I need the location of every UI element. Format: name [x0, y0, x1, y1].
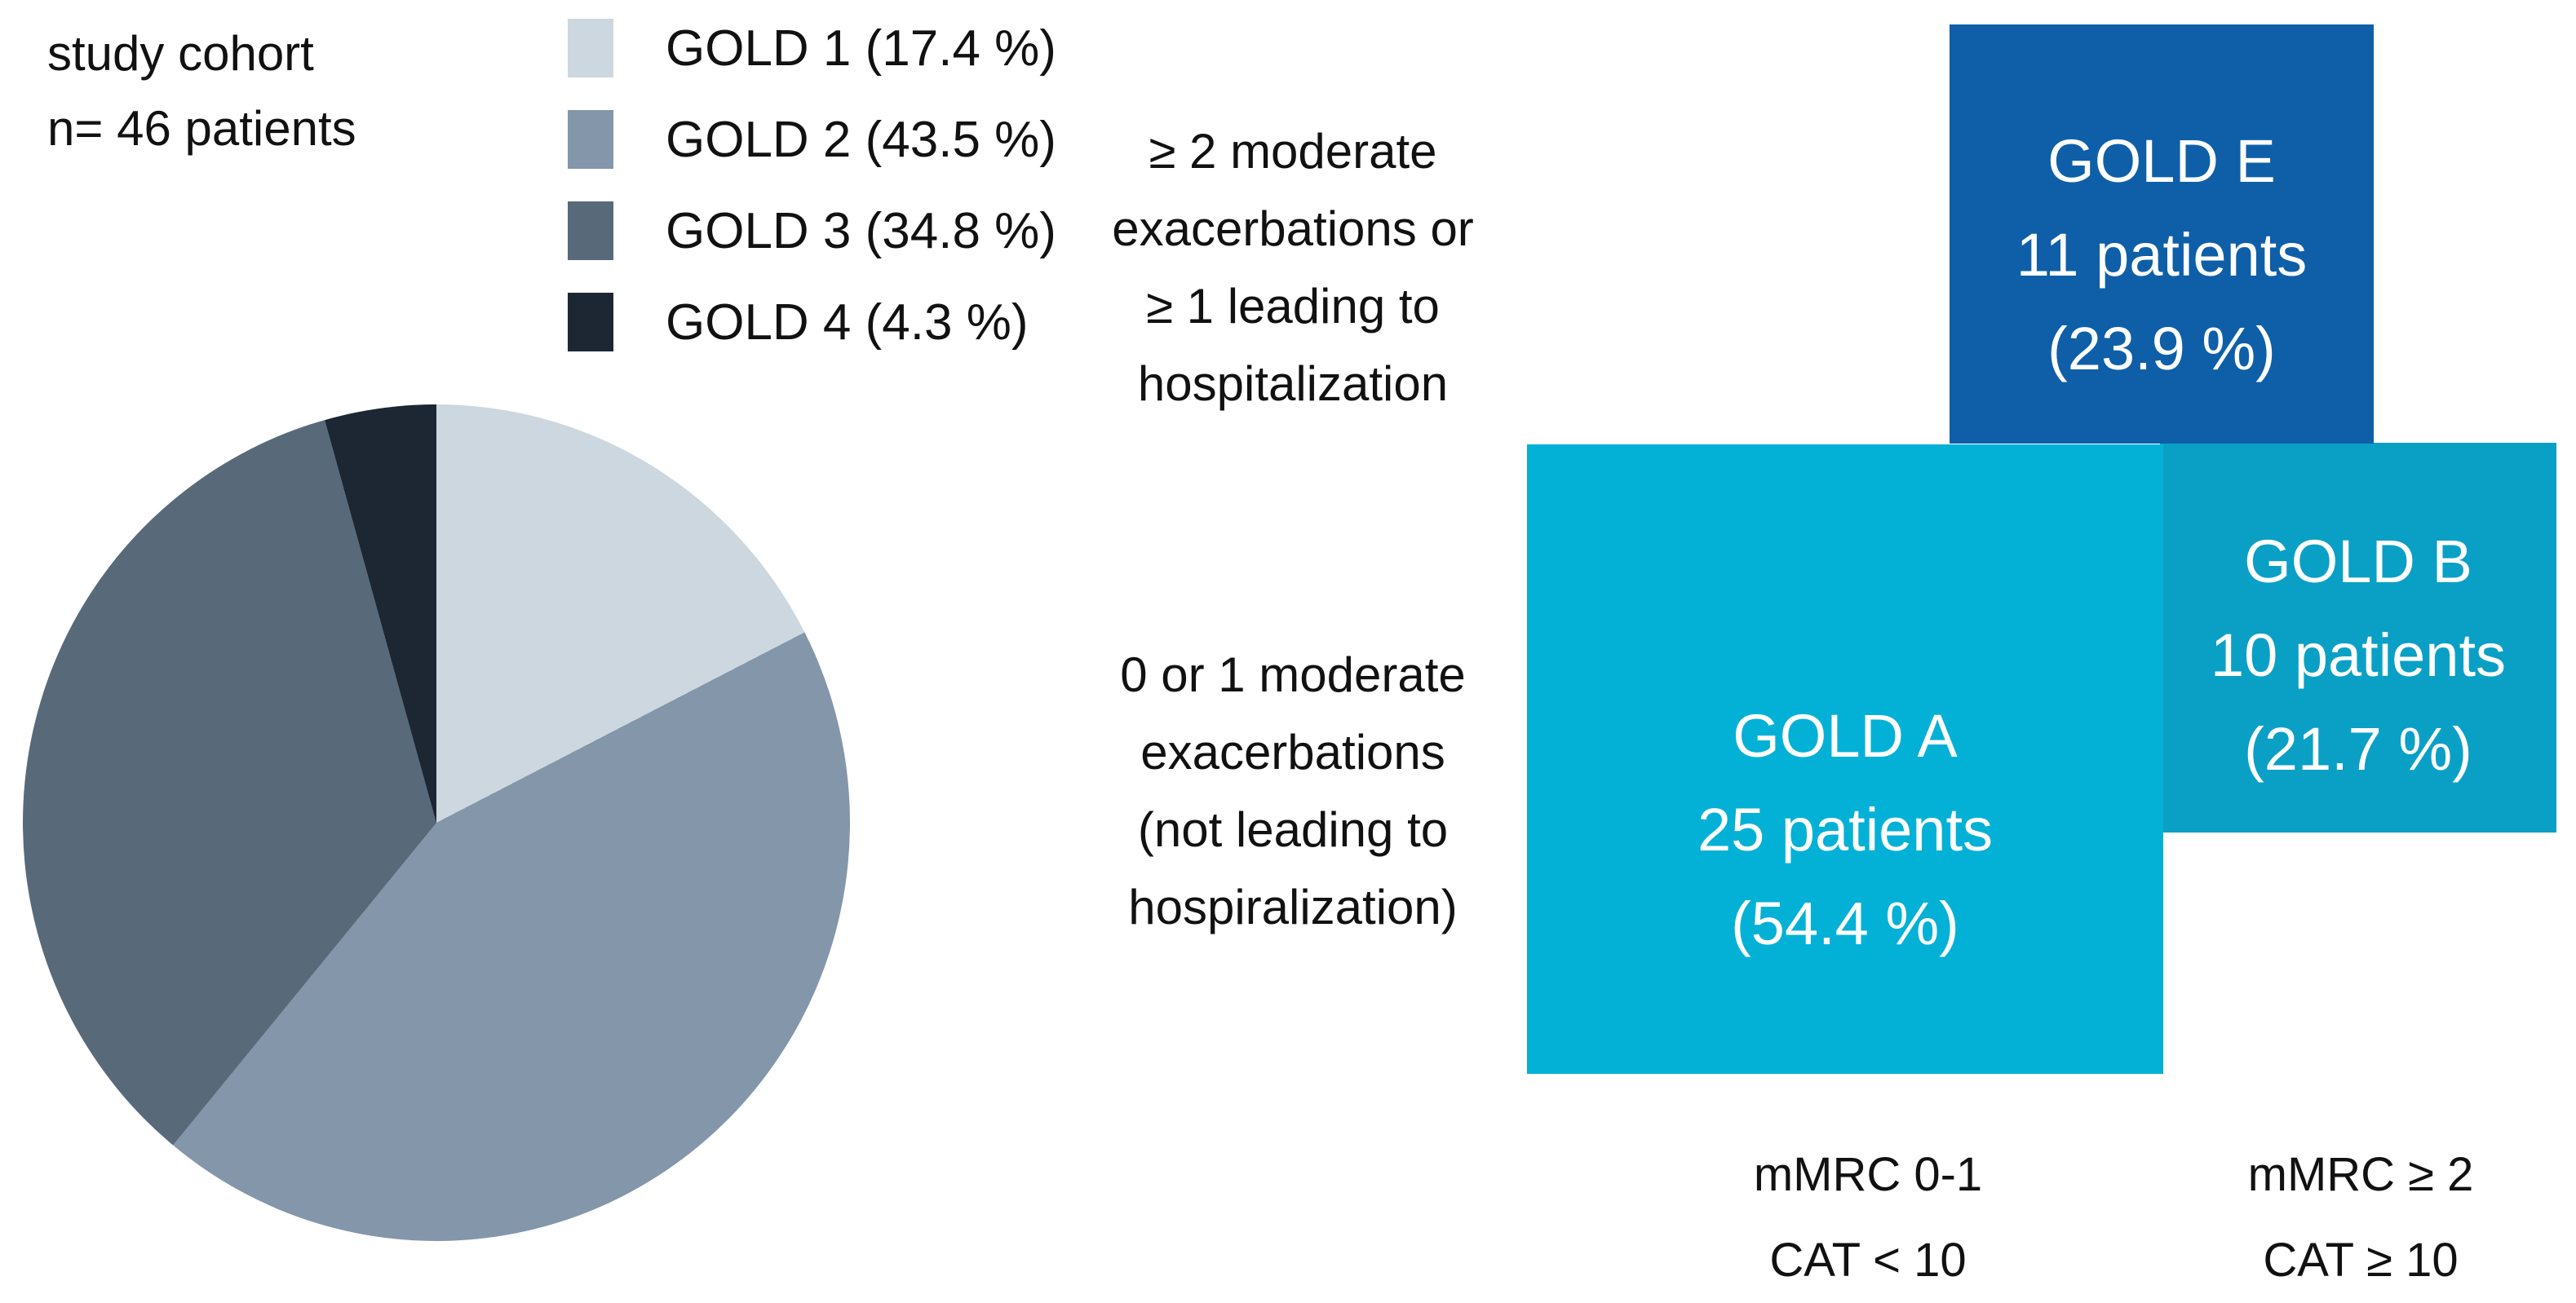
gold-stage-pie-chart	[23, 404, 850, 1241]
exacerbation-high-line2: exacerbations or	[1112, 201, 1474, 256]
gold-b-patients: 10 patients	[2210, 621, 2507, 689]
symptom-label-high: mMRC ≥ 2 CAT ≥ 10	[2189, 1132, 2532, 1303]
legend-item-gold1: GOLD 1 (17.4 %)	[568, 18, 1056, 78]
legend-label-gold1: GOLD 1 (17.4 %)	[666, 20, 1056, 77]
gold4-swatch-icon	[568, 293, 613, 351]
gold-e-name: GOLD E	[2047, 127, 2276, 195]
legend-item-gold3: GOLD 3 (34.8 %)	[568, 201, 1056, 261]
gold1-swatch-icon	[568, 19, 613, 77]
gold-a-percent: (54.4 %)	[1731, 890, 1959, 957]
exacerbation-high-line1: ≥ 2 moderate	[1149, 124, 1437, 179]
legend-label-gold4: GOLD 4 (4.3 %)	[666, 294, 1029, 351]
symptom-label-low: mMRC 0-1 CAT < 10	[1697, 1132, 2039, 1303]
pie-legend: GOLD 1 (17.4 %) GOLD 2 (43.5 %) GOLD 3 (…	[568, 18, 1056, 352]
study-cohort-caption: study cohort n= 46 patients	[47, 16, 356, 166]
gold-e-box: GOLD E 11 patients (23.9 %)	[1950, 24, 2374, 444]
legend-label-gold3: GOLD 3 (34.8 %)	[666, 202, 1056, 259]
symptom-high-line2: CAT ≥ 10	[2263, 1234, 2459, 1287]
exacerbation-low-annotation: 0 or 1 moderate exacerbations (not leadi…	[1077, 636, 1509, 946]
gold-a-patients: 25 patients	[1697, 796, 1994, 864]
gold-a-box: GOLD A 25 patients (54.4 %)	[1527, 444, 2163, 1074]
symptom-low-line1: mMRC 0-1	[1753, 1148, 1983, 1201]
exacerbation-high-annotation: ≥ 2 moderate exacerbations or ≥ 1 leadin…	[1085, 113, 1501, 422]
gold-a-name: GOLD A	[1733, 702, 1958, 770]
legend-label-gold2: GOLD 2 (43.5 %)	[666, 111, 1056, 168]
gold3-swatch-icon	[568, 201, 613, 260]
exacerbation-low-line3: (not leading to	[1137, 802, 1449, 857]
exacerbation-low-line2: exacerbations	[1140, 725, 1445, 780]
gold-b-box: GOLD B 10 patients (21.7 %)	[2160, 443, 2556, 833]
gold-e-patients: 11 patients	[2016, 221, 2308, 289]
exacerbation-high-line4: hospitalization	[1137, 356, 1449, 411]
symptom-high-line1: mMRC ≥ 2	[2247, 1148, 2474, 1201]
gold2-swatch-icon	[568, 110, 613, 169]
gold-b-percent: (21.7 %)	[2244, 715, 2472, 783]
legend-item-gold4: GOLD 4 (4.3 %)	[568, 292, 1056, 352]
gold-b-name: GOLD B	[2244, 528, 2472, 595]
exacerbation-low-line4: hospiralization)	[1128, 880, 1458, 934]
exacerbation-high-line3: ≥ 1 leading to	[1146, 279, 1440, 333]
legend-item-gold2: GOLD 2 (43.5 %)	[568, 109, 1056, 170]
symptom-low-line2: CAT < 10	[1769, 1234, 1967, 1287]
gold-e-percent: (23.9 %)	[2047, 315, 2276, 382]
study-cohort-line2: n= 46 patients	[47, 101, 356, 156]
study-cohort-line1: study cohort	[47, 26, 314, 81]
exacerbation-low-line1: 0 or 1 moderate	[1120, 647, 1466, 702]
